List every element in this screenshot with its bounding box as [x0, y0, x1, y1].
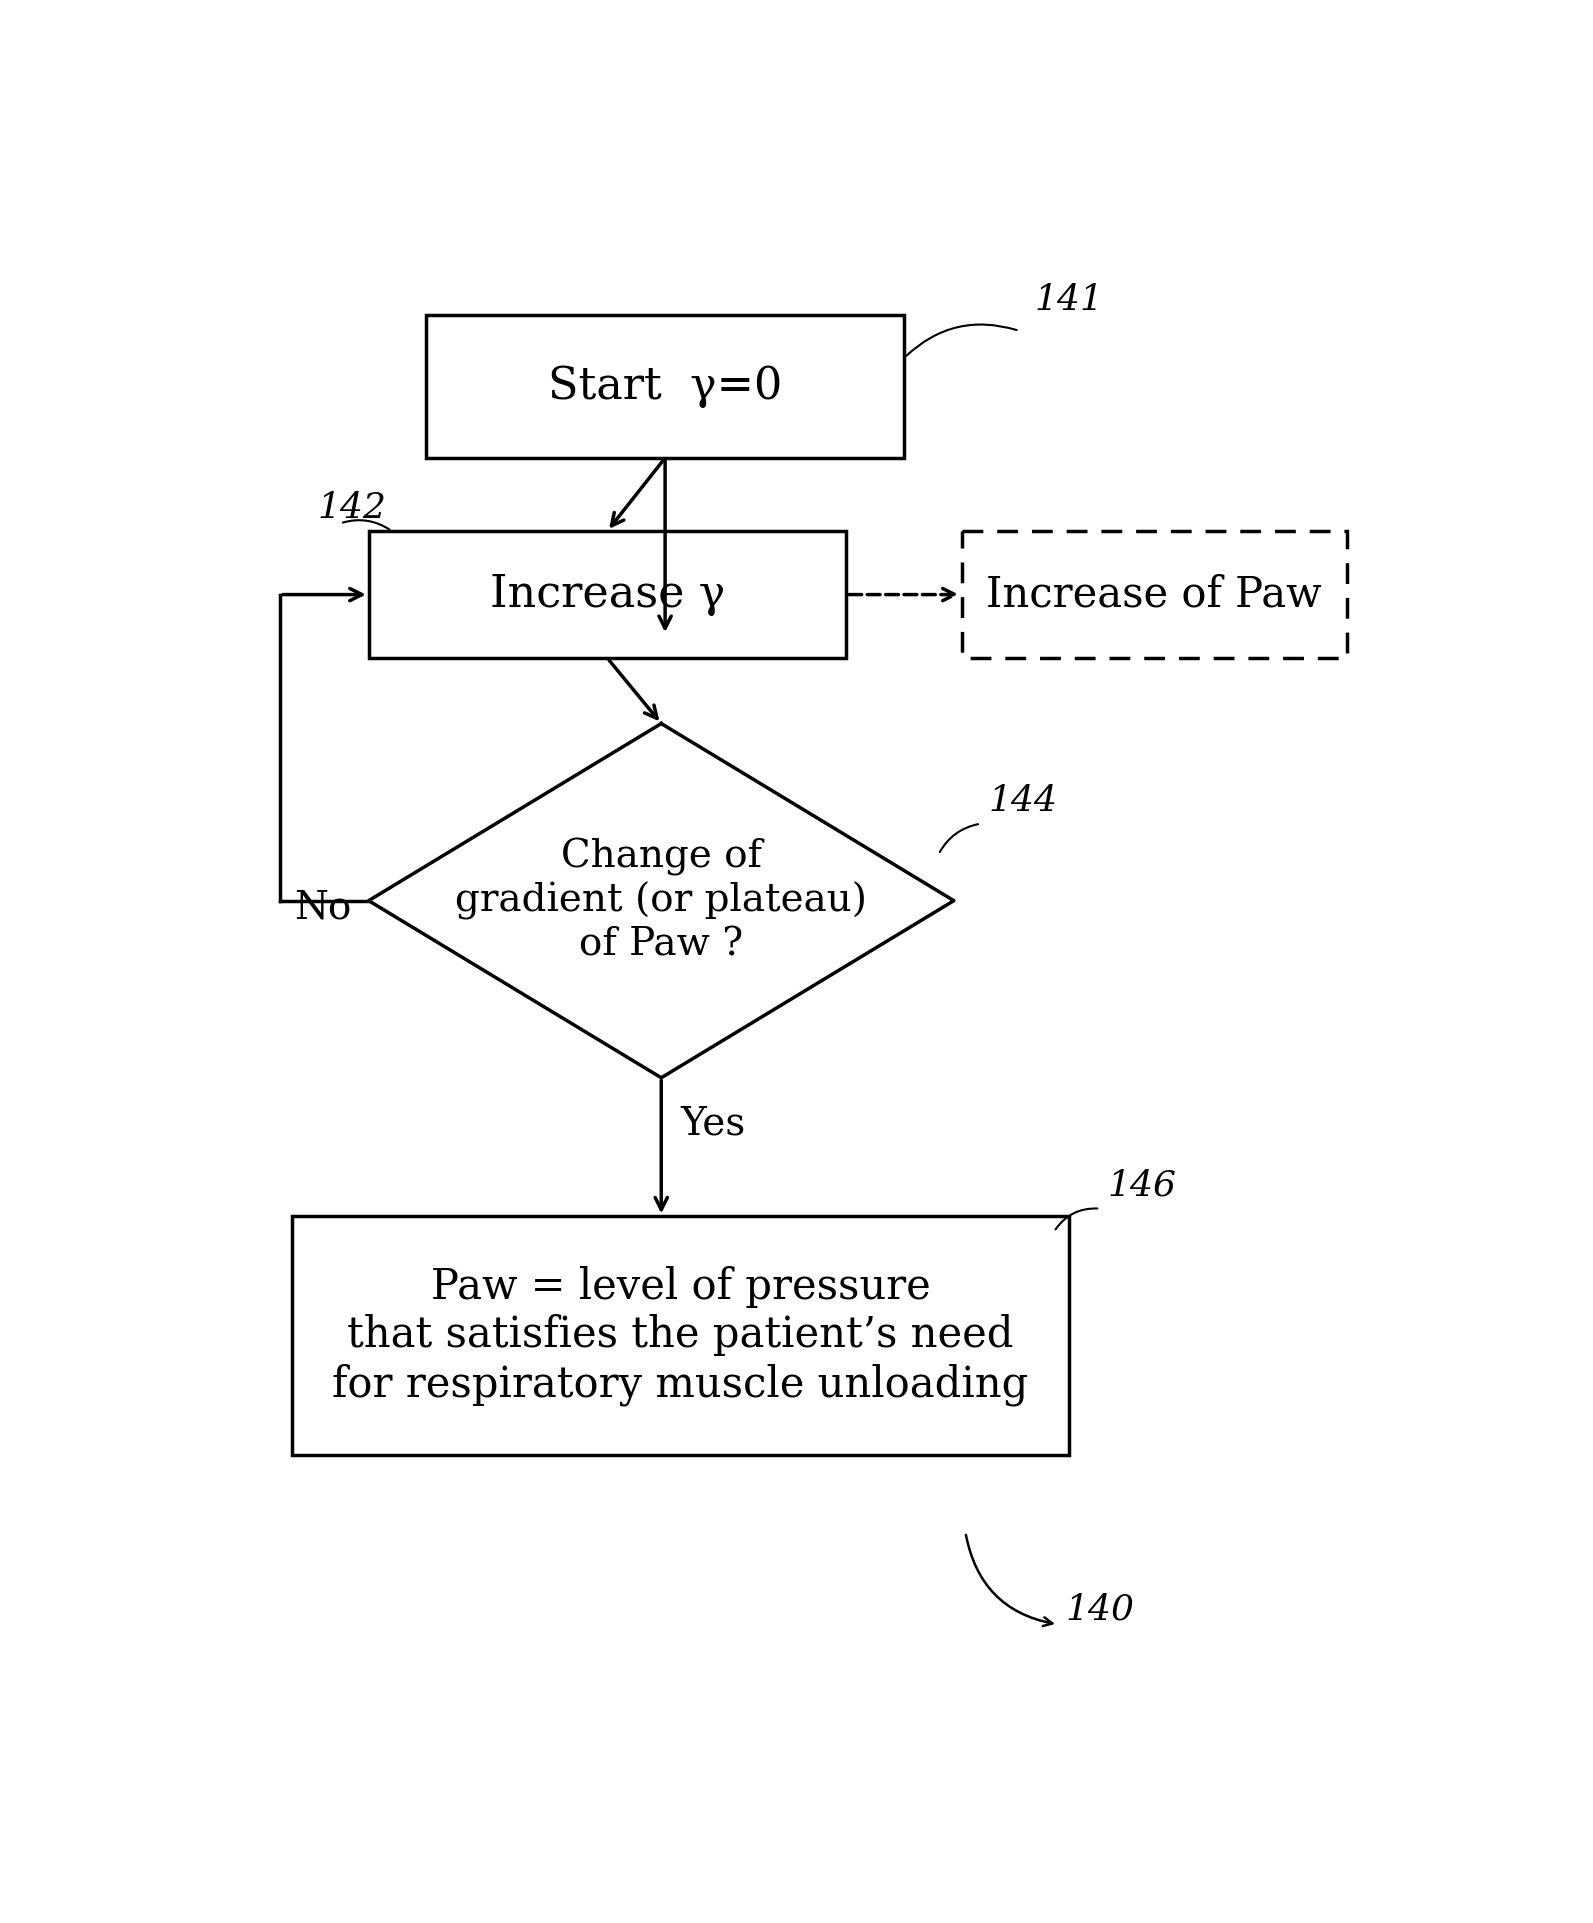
Text: Change of
gradient (or plateau)
of Paw ?: Change of gradient (or plateau) of Paw ? [456, 838, 867, 963]
Bar [368, 531, 846, 658]
Text: No: No [293, 890, 350, 927]
Text: Start  γ=0: Start γ=0 [548, 365, 782, 408]
Text: Paw = level of pressure
that satisfies the patient’s need
for respiratory muscle: Paw = level of pressure that satisfies t… [333, 1265, 1029, 1406]
Text: Increase γ: Increase γ [489, 573, 725, 615]
Text: 142: 142 [317, 490, 386, 525]
Text: 146: 146 [1107, 1169, 1177, 1202]
Text: 144: 144 [989, 783, 1058, 817]
Bar [427, 315, 903, 458]
Text: Yes: Yes [680, 1106, 746, 1142]
Bar [962, 531, 1346, 658]
Text: 141: 141 [1035, 283, 1104, 317]
Bar [292, 1217, 1069, 1456]
Text: Increase of Paw: Increase of Paw [986, 573, 1322, 615]
Text: 140: 140 [1066, 1592, 1134, 1627]
